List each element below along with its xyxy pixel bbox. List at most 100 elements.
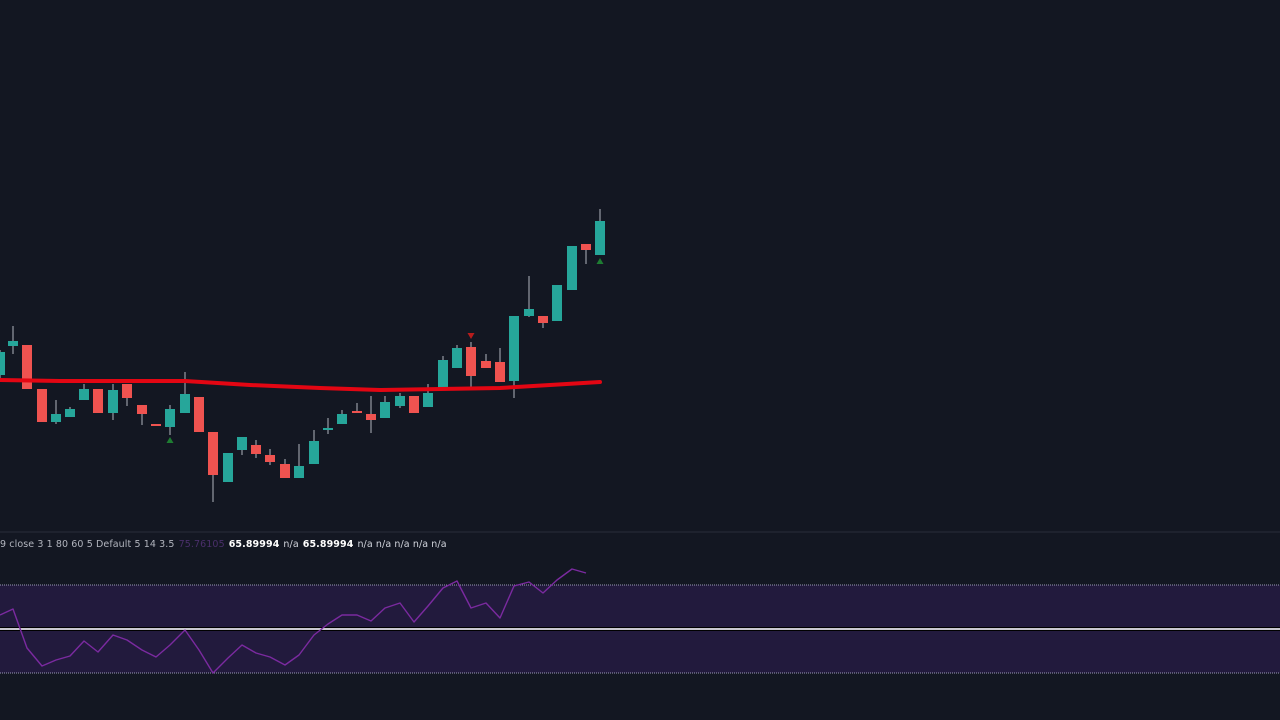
candle-body (466, 347, 476, 376)
candle (452, 345, 462, 368)
candle-body (280, 464, 290, 478)
candle-body (380, 402, 390, 418)
candlestick-series (0, 209, 605, 502)
indicator-params: 9 close 3 1 80 60 5 Default 5 14 3.5 (0, 539, 175, 550)
indicator-value-2: 65.89994 (302, 539, 354, 550)
candle (237, 437, 247, 455)
candle (37, 389, 47, 422)
candle (438, 356, 448, 388)
oscillator-band (0, 584, 1280, 674)
candle-body (409, 396, 419, 413)
candle-body (395, 396, 405, 406)
candle-body (323, 428, 333, 430)
candle (567, 246, 577, 290)
candle (223, 453, 233, 482)
candle-body (0, 352, 5, 375)
candle-body (151, 424, 161, 426)
candle-body (108, 390, 118, 413)
candle (137, 405, 147, 425)
oscillator-line (0, 568, 587, 674)
indicator-legend[interactable]: 9 close 3 1 80 60 5 Default 5 14 3.5 75.7… (0, 538, 447, 552)
candle (65, 407, 75, 417)
candle (8, 326, 18, 354)
candle (194, 397, 204, 432)
candle-body (438, 360, 448, 388)
candle-body (423, 393, 433, 407)
candle-body (65, 409, 75, 417)
candle-body (265, 455, 275, 462)
candle (0, 350, 5, 378)
candle (337, 410, 347, 424)
candle-body (524, 309, 534, 316)
candle (180, 372, 190, 413)
candle-body (208, 432, 218, 475)
oscillator-polyline (0, 568, 587, 674)
candle-body (8, 341, 18, 346)
candle (309, 430, 319, 464)
candle-body (180, 394, 190, 413)
candle-body (137, 405, 147, 414)
candle (495, 348, 505, 382)
candle (151, 424, 161, 426)
candle (165, 405, 175, 435)
candle-body (251, 445, 261, 454)
candle-body (595, 221, 605, 255)
candle (581, 244, 591, 264)
candle (380, 396, 390, 418)
candle-body (165, 409, 175, 427)
candle-body (509, 316, 519, 381)
moving-average-line (0, 378, 602, 392)
candle-body (366, 414, 376, 420)
candle (366, 396, 376, 433)
candle-body (337, 414, 347, 424)
candle-body (37, 389, 47, 422)
candle-body (352, 411, 362, 413)
candle (79, 384, 89, 400)
candle (93, 389, 103, 413)
candle-body (22, 345, 32, 389)
candle (481, 354, 491, 368)
candle (51, 400, 61, 424)
candle (466, 342, 476, 388)
candle-body (552, 285, 562, 321)
candle-body (495, 362, 505, 382)
candle (323, 418, 333, 434)
candle-body (223, 453, 233, 482)
candle (395, 393, 405, 408)
sell-signal-icon (467, 333, 475, 339)
candle-body (51, 414, 61, 422)
buy-signal-icon (596, 258, 604, 264)
candle (251, 440, 261, 458)
indicator-faded-value: 75.76105 (178, 539, 225, 550)
candle (108, 384, 118, 420)
candle-body (481, 361, 491, 368)
candle (552, 285, 562, 321)
candle-body (567, 246, 577, 290)
candle-body (294, 466, 304, 478)
candle-body (452, 348, 462, 368)
candle (265, 449, 275, 465)
candle (538, 316, 548, 328)
candle-body (79, 389, 89, 400)
buy-signal-icon (166, 437, 174, 443)
candle-body (538, 316, 548, 323)
candle-body (194, 397, 204, 432)
candle (595, 209, 605, 255)
candle (509, 316, 519, 398)
candle (280, 459, 290, 478)
candle (524, 276, 534, 317)
candle (409, 396, 419, 413)
candle (122, 384, 132, 406)
candle-body (237, 437, 247, 450)
ma-polyline (0, 378, 602, 392)
signal-markers (166, 258, 604, 443)
candle-body (93, 389, 103, 413)
indicator-na-1: n/a (283, 539, 299, 550)
candle (352, 403, 362, 413)
candle-body (309, 441, 319, 464)
candle (208, 432, 218, 502)
candle-body (122, 384, 132, 398)
candle-body (581, 244, 591, 250)
